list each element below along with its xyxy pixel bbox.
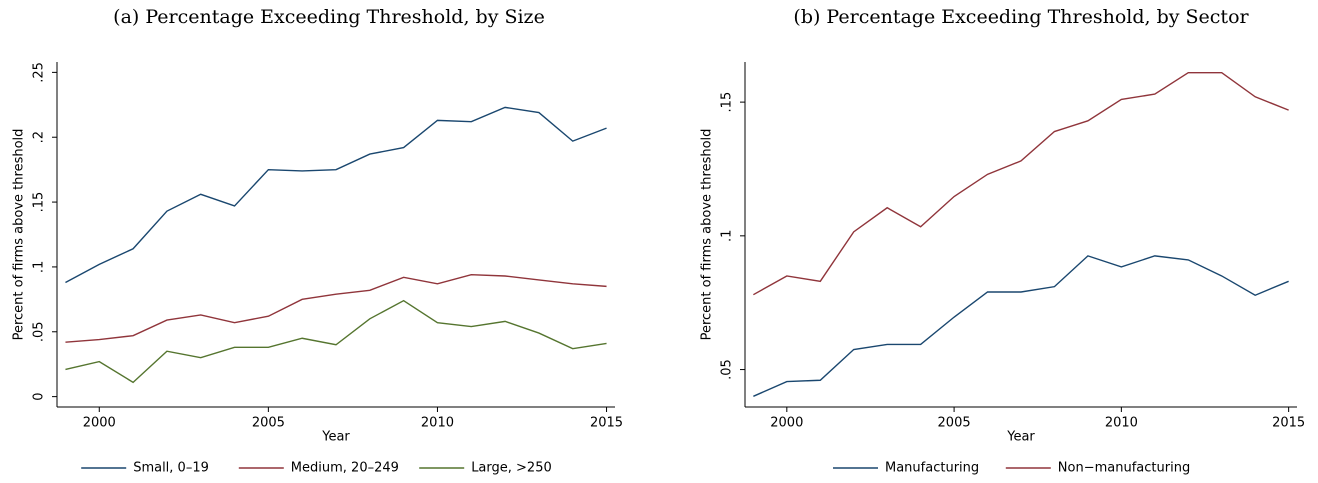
y-tick-label: 0	[32, 392, 47, 400]
legend-label: Manufacturing	[885, 461, 979, 476]
x-tick-label: 2000	[770, 416, 803, 431]
y-tick-label: .05	[720, 359, 735, 380]
y-tick-label: .15	[32, 192, 47, 213]
y-tick-label: .2	[32, 131, 47, 143]
x-axis-title: Year	[321, 430, 350, 445]
x-tick-label: 2010	[421, 416, 454, 431]
legend-label: Large, >250	[471, 461, 552, 476]
series-line	[65, 106, 607, 284]
x-tick-label: 2015	[1272, 416, 1305, 431]
x-axis-title: Year	[1006, 430, 1035, 445]
y-axis-title: Percent of firms above threshold	[12, 129, 27, 341]
legend-label: Small, 0–19	[133, 461, 209, 476]
y-axis-title: Percent of firms above threshold	[700, 129, 715, 341]
chart-title: (a) Percentage Exceeding Threshold, by S…	[113, 6, 545, 28]
y-tick-label: .15	[720, 92, 735, 113]
series-line	[65, 299, 607, 384]
legend-label: Non−manufacturing	[1058, 461, 1190, 476]
y-tick-label: .05	[32, 321, 47, 342]
x-tick-label: 2000	[83, 416, 116, 431]
x-tick-label: 2005	[252, 416, 285, 431]
chart-title: (b) Percentage Exceeding Threshold, by S…	[793, 6, 1249, 28]
x-tick-label: 2015	[590, 416, 623, 431]
y-tick-label: .1	[720, 230, 735, 242]
y-tick-label: .1	[32, 261, 47, 273]
series-line	[753, 255, 1289, 397]
series-line	[65, 274, 607, 343]
y-tick-label: .25	[32, 62, 47, 83]
legend-label: Medium, 20–249	[291, 461, 399, 476]
x-tick-label: 2005	[938, 416, 971, 431]
x-tick-label: 2010	[1105, 416, 1138, 431]
series-line	[753, 71, 1289, 296]
